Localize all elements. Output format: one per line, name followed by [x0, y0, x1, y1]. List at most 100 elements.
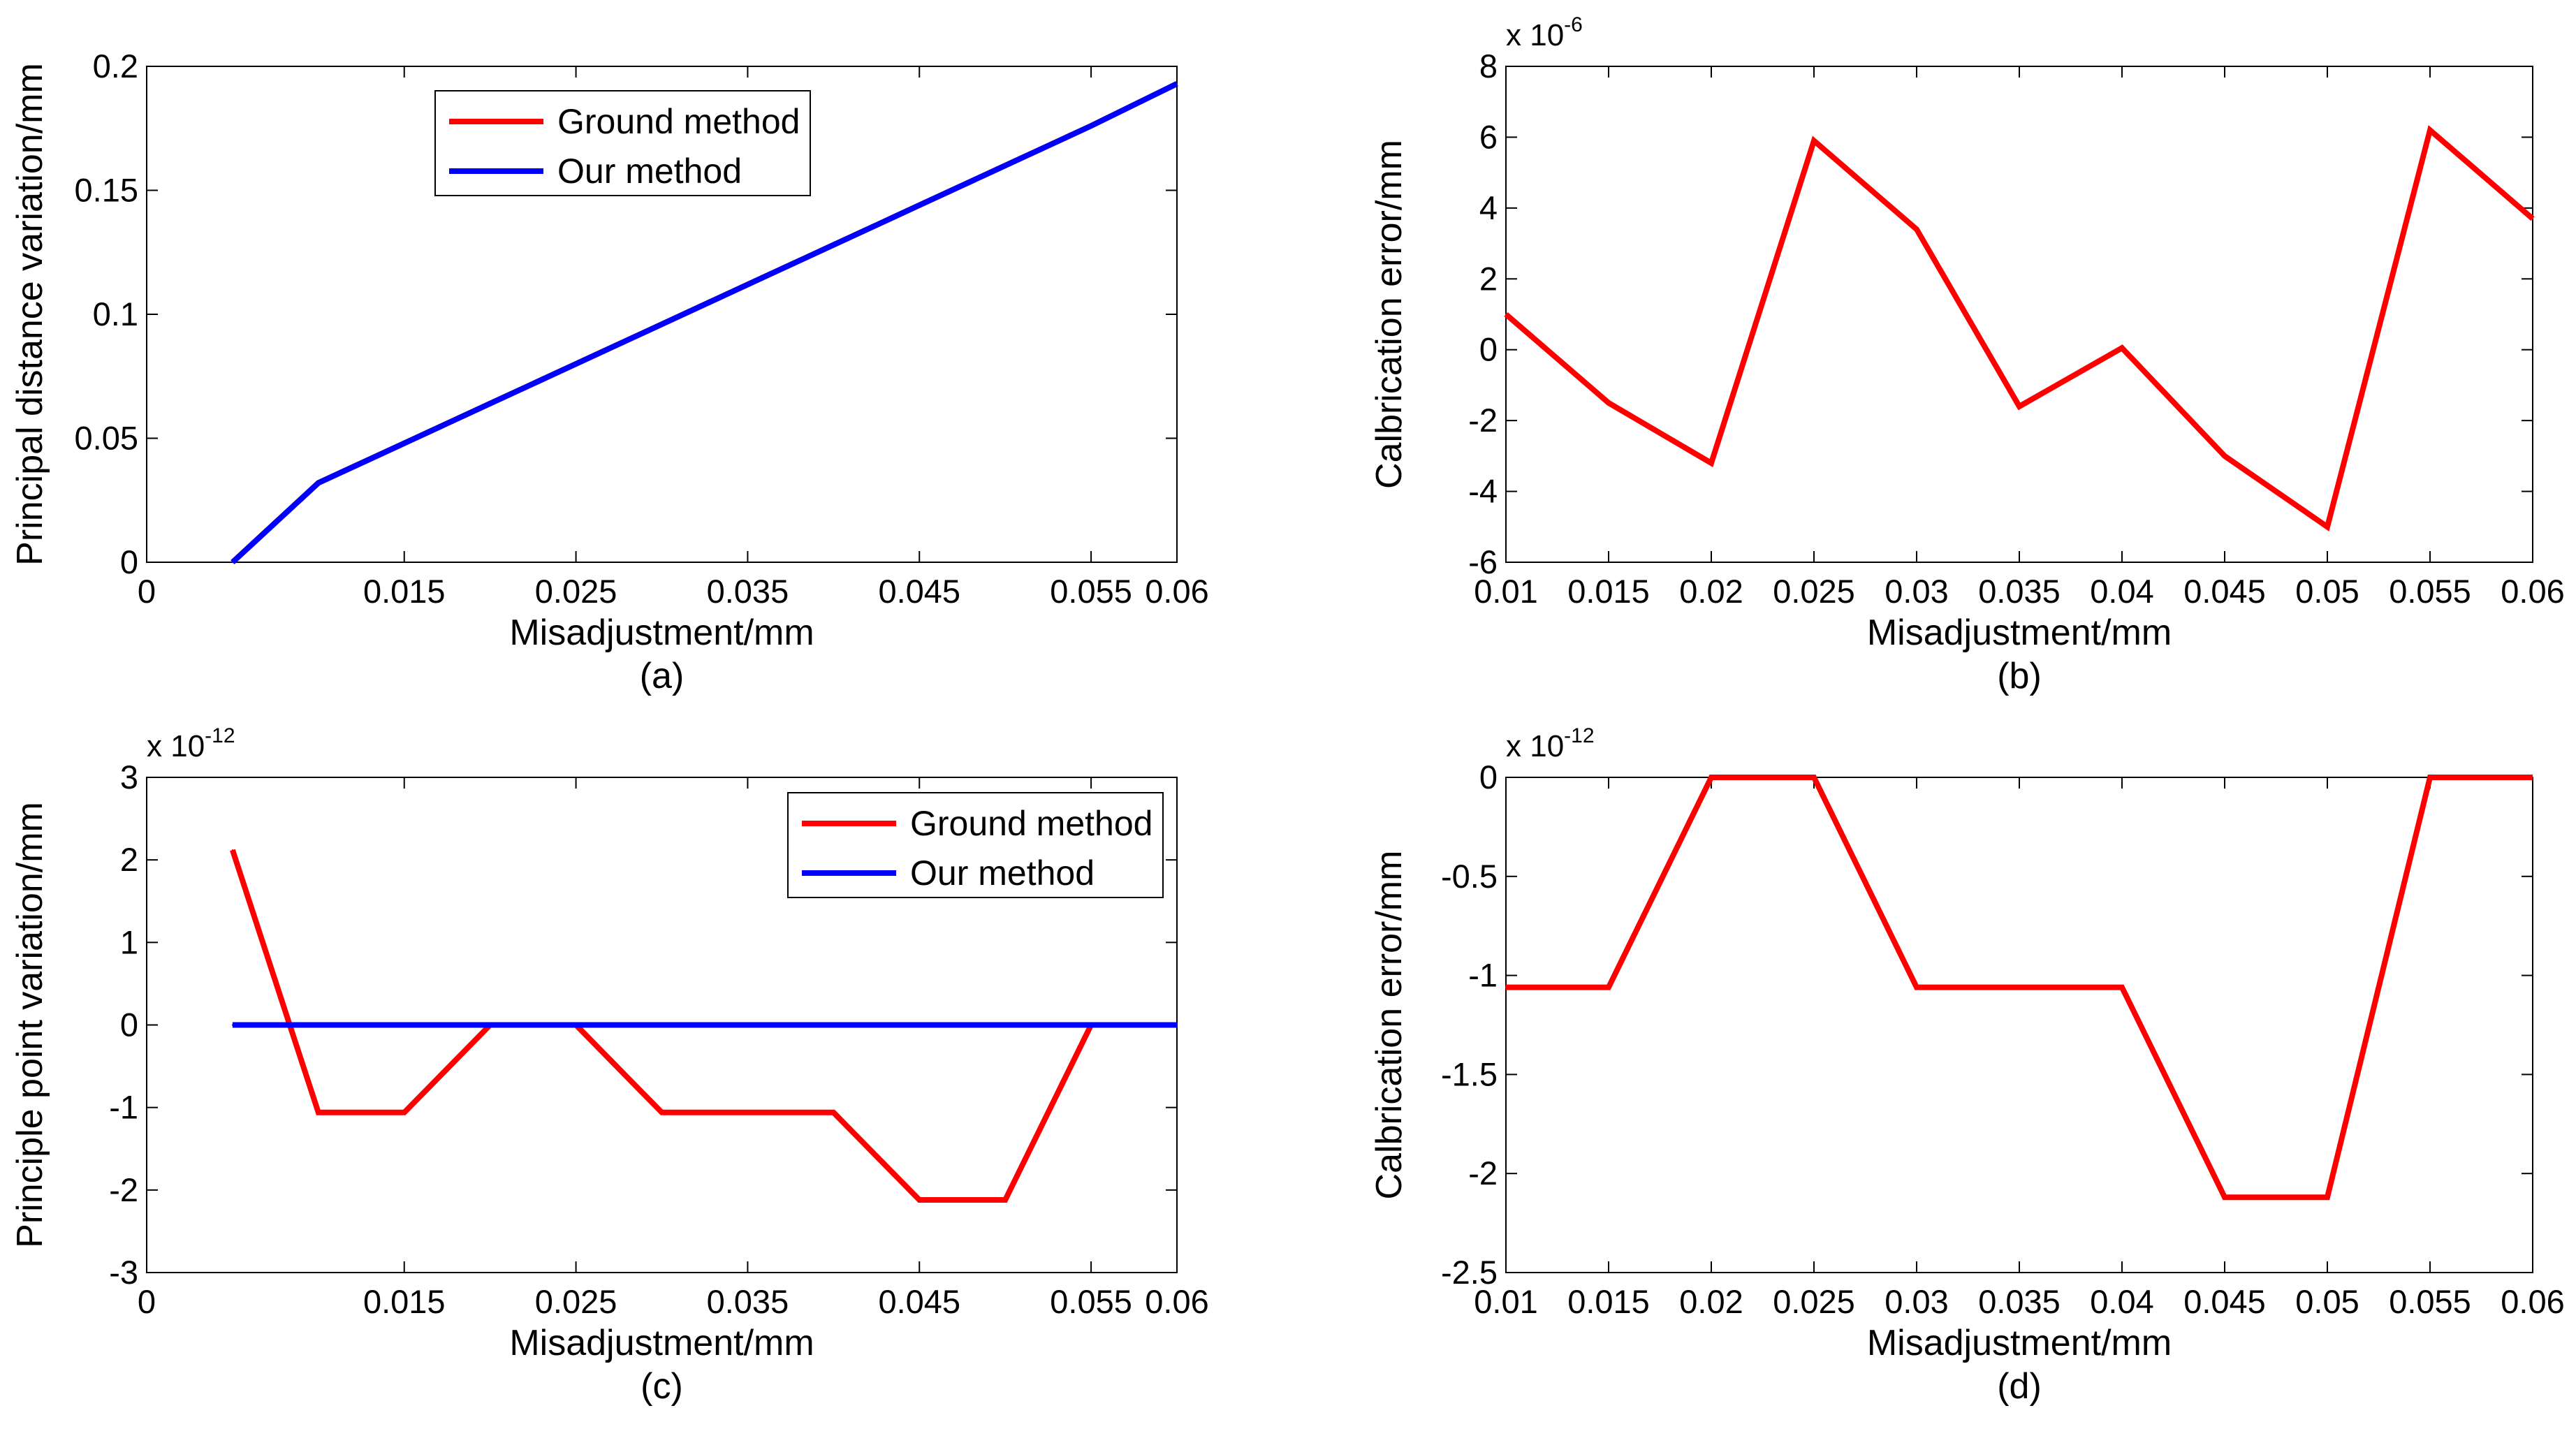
axis-exponent: x 10-6 — [1506, 13, 1583, 52]
x-tick-label: 0.06 — [1145, 573, 1208, 610]
y-tick-label: -3 — [109, 1254, 138, 1291]
data-point — [2019, 405, 2020, 407]
y-tick-label: 0.15 — [75, 172, 138, 209]
data-point — [1711, 777, 1712, 778]
y-tick-label: -2 — [1468, 1155, 1498, 1192]
x-tick-label: 0 — [138, 1283, 156, 1320]
x-tick-label: 0.01 — [1474, 1283, 1537, 1320]
axis-exponent-base: x 10 — [147, 729, 205, 763]
y-tick-label: 4 — [1479, 189, 1498, 226]
x-tick-label: 0 — [138, 573, 156, 610]
y-tick-label: -2 — [1468, 402, 1498, 439]
x-tick-label: 0.045 — [2183, 1283, 2266, 1320]
data-point — [1090, 125, 1092, 127]
y-tick-label: 0 — [120, 543, 138, 580]
y-tick-label: 1 — [120, 923, 138, 960]
data-point — [2121, 986, 2123, 988]
y-axis-label: Calbrication error/mm — [1369, 851, 1410, 1200]
x-tick-label: 0.035 — [1978, 573, 2061, 610]
data-point — [1176, 1024, 1178, 1026]
x-axis-label: Misadjustment/mm — [509, 1323, 814, 1363]
data-point — [1004, 165, 1007, 166]
x-tick-label: 0.015 — [363, 1283, 446, 1320]
y-tick-label: -4 — [1468, 473, 1498, 510]
y-tick-label: 8 — [1479, 47, 1498, 85]
x-tick-label: 0.01 — [1474, 573, 1537, 610]
x-tick-label: 0.015 — [363, 573, 446, 610]
x-tick-label: 0.06 — [1145, 1283, 1208, 1320]
x-tick-label: 0.03 — [1885, 573, 1948, 610]
data-point — [1711, 462, 1712, 464]
x-tick-label: 0.015 — [1567, 1283, 1650, 1320]
data-point — [1004, 1199, 1007, 1201]
data-point — [2327, 1196, 2328, 1199]
data-point — [1176, 82, 1178, 85]
data-point — [919, 204, 921, 206]
x-tick-label: 0.045 — [2183, 573, 2266, 610]
data-point — [1916, 986, 1917, 988]
x-tick-label: 0.05 — [2295, 1283, 2359, 1320]
data-point — [489, 402, 491, 404]
x-tick-label: 0.055 — [2389, 1283, 2471, 1320]
x-tick-label: 0.06 — [2501, 1283, 2564, 1320]
axis-exponent-power: -6 — [1564, 13, 1583, 36]
panel-b: 0.01 0.015 0.02 0.025 0.03 0.035 0.04 0.045 0.05… — [1369, 13, 2565, 696]
y-axis-label: Principle point variation/mm — [10, 802, 50, 1248]
y-tick-label: -0.5 — [1441, 858, 1498, 895]
data-point — [1505, 314, 1507, 315]
panel-caption: (c) — [641, 1366, 683, 1407]
data-point — [231, 849, 233, 851]
x-tick-label: 0.035 — [1978, 1283, 2061, 1320]
legend-label: Our method — [910, 853, 1095, 893]
y-tick-label: -6 — [1468, 543, 1498, 580]
x-tick-label: 0.05 — [2295, 573, 2359, 610]
legend-label: Our method — [557, 152, 742, 191]
y-axis-label: Principal distance variation/mm — [10, 63, 50, 566]
x-tick-label: 0.025 — [1773, 573, 1855, 610]
data-point — [2532, 218, 2533, 220]
data-point — [1505, 986, 1507, 988]
y-axis-label: Calbrication error/mm — [1369, 140, 1410, 489]
x-axis-label: Misadjustment/mm — [509, 613, 814, 653]
y-tick-label: 2 — [1479, 260, 1498, 297]
legend-box — [434, 90, 811, 196]
data-point — [1813, 777, 1815, 778]
y-tick-label: 0.1 — [93, 295, 138, 332]
data-point — [2429, 777, 2431, 778]
panel-c: 0 0.015 0.025 0.035 0.045 0.055 0.06 -3 -2 -1 0 1 2 3… — [10, 724, 1209, 1407]
data-point — [747, 1111, 749, 1113]
data-point — [919, 1199, 921, 1201]
data-point — [2224, 455, 2225, 457]
y-tick-label: 0 — [1479, 759, 1498, 796]
x-tick-label: 0.02 — [1679, 1283, 1743, 1320]
axis-exponent: x 10-12 — [1506, 724, 1595, 763]
x-tick-label: 0.04 — [2090, 1283, 2153, 1320]
x-axis-label: Misadjustment/mm — [1867, 613, 2172, 653]
y-tick-label: 0 — [1479, 331, 1498, 368]
data-point — [317, 1111, 319, 1113]
legend: Ground method Our method — [787, 792, 1164, 898]
x-tick-label: 0.045 — [878, 573, 960, 610]
legend-label: Ground method — [910, 804, 1152, 843]
panel-caption: (b) — [1997, 656, 2042, 696]
data-point — [833, 244, 835, 246]
data-point — [747, 284, 749, 286]
y-tick-label: -2 — [109, 1171, 138, 1208]
data-point — [1813, 140, 1815, 142]
x-tick-label: 0.025 — [535, 573, 617, 610]
panel-a: 0 0.015 0.025 0.035 0.045 0.055 0.06 0 0.05 0.1 0.… — [10, 47, 1209, 696]
data-point — [1608, 402, 1609, 404]
y-tick-label: -1.5 — [1441, 1055, 1498, 1092]
y-tick-label: 0.05 — [75, 420, 138, 457]
y-tick-label: 6 — [1479, 118, 1498, 155]
x-tick-label: 0.02 — [1679, 573, 1743, 610]
x-tick-label: 0.06 — [2501, 573, 2564, 610]
data-point — [1608, 986, 1609, 988]
x-tick-label: 0.035 — [707, 573, 789, 610]
data-point — [403, 1111, 405, 1113]
data-point — [2429, 129, 2431, 131]
axis-exponent-power: -12 — [1564, 724, 1594, 747]
axis-exponent-power: -12 — [205, 724, 235, 747]
data-point — [403, 442, 405, 444]
x-tick-label: 0.055 — [2389, 573, 2471, 610]
